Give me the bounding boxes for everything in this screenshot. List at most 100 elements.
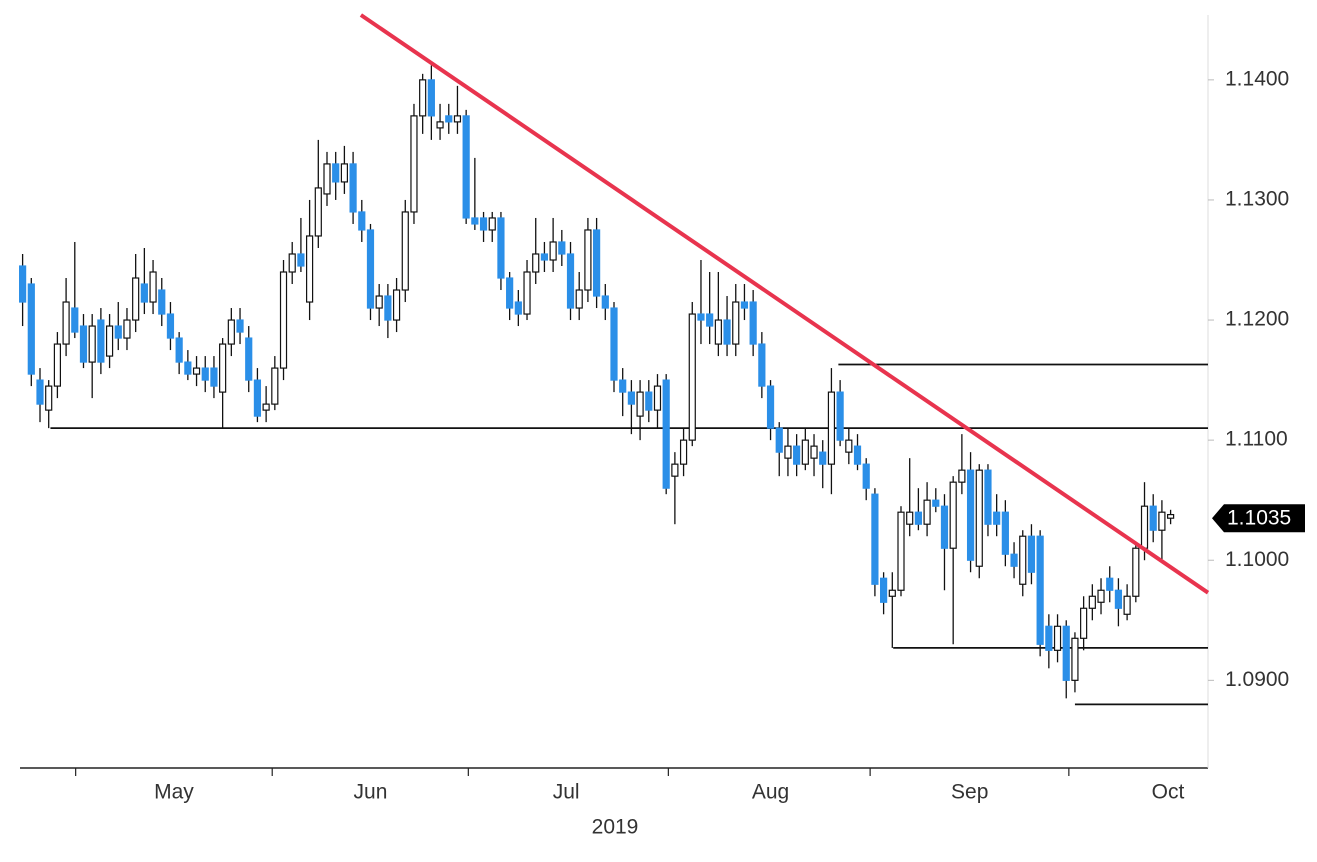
candle-body	[723, 319, 731, 345]
candle-body	[419, 79, 427, 117]
candle-body	[1019, 535, 1027, 585]
candle-body	[706, 313, 714, 327]
candle-body	[610, 307, 618, 381]
candle-body	[462, 115, 470, 219]
candle-body	[45, 385, 53, 411]
y-tick-label: 1.1100	[1225, 428, 1288, 451]
candle-body	[714, 319, 722, 345]
candle-body	[132, 277, 140, 321]
candle-body	[923, 499, 931, 525]
candle-body	[888, 589, 896, 597]
y-tick-label: 1.1400	[1225, 67, 1289, 90]
candle-body	[653, 385, 662, 411]
candle-body	[88, 325, 96, 363]
candle-body	[801, 439, 809, 465]
candle-body	[1149, 505, 1157, 531]
candle-body	[636, 391, 644, 417]
candle-body	[880, 577, 888, 603]
candle-body	[766, 385, 775, 429]
candle-body	[1123, 595, 1131, 615]
candle-body	[871, 493, 879, 585]
candle-body	[984, 469, 992, 525]
candle-body	[575, 289, 583, 309]
candle-body	[932, 499, 940, 507]
candle-body	[279, 271, 288, 369]
candle-body	[993, 511, 1001, 525]
candle-body	[514, 301, 522, 315]
candle-body	[1097, 589, 1105, 603]
candle-body	[105, 325, 114, 357]
candle-body	[158, 289, 166, 315]
x-tick-label: Jun	[354, 781, 388, 804]
candle-body	[201, 367, 209, 381]
candle-body	[1167, 513, 1175, 519]
candle-body	[1158, 511, 1166, 531]
candle-body	[297, 253, 305, 267]
candle-body	[584, 229, 592, 291]
candle-body	[593, 229, 601, 297]
candle-body	[732, 301, 740, 345]
candle-body	[236, 319, 244, 333]
candle-body	[358, 211, 366, 231]
candle-body	[219, 343, 227, 393]
last-price-label: 1.1035	[1227, 507, 1291, 530]
candle-body	[427, 79, 435, 117]
candle-body	[940, 505, 949, 549]
candle-body	[1027, 535, 1036, 573]
x-tick-label: Oct	[1152, 781, 1185, 804]
candle-body	[245, 337, 253, 381]
candle-body	[697, 313, 705, 321]
candle-body	[349, 163, 357, 213]
candle-body	[1114, 589, 1123, 609]
candle-body	[314, 187, 322, 237]
candle-body	[27, 283, 35, 375]
candle-body	[827, 391, 836, 465]
candle-body	[401, 211, 409, 291]
candle-body	[184, 361, 192, 375]
candle-body	[662, 379, 670, 489]
candle-body	[384, 295, 392, 321]
candle-body	[914, 511, 922, 525]
last-price-tag	[1212, 504, 1305, 533]
candle-body	[1071, 637, 1079, 681]
candle-body	[340, 163, 348, 183]
candle-body	[966, 469, 975, 561]
candle-body	[532, 253, 540, 273]
candle-body	[488, 217, 496, 231]
candle-body	[1036, 535, 1044, 645]
candle-body	[819, 451, 827, 465]
candle-body	[784, 445, 792, 459]
candle-body	[332, 163, 340, 183]
candle-body	[375, 295, 383, 309]
x-tick-label: Aug	[752, 781, 789, 804]
candle-body	[123, 319, 131, 339]
candle-body	[175, 337, 183, 363]
candle-body	[392, 289, 401, 321]
candle-body	[540, 253, 549, 261]
candle-body	[445, 115, 453, 123]
y-tick-label: 1.0900	[1225, 668, 1289, 691]
x-tick-label: May	[154, 781, 194, 804]
candle-body	[749, 301, 757, 345]
candle-body	[436, 121, 444, 129]
candle-body	[1106, 577, 1114, 591]
candle-body	[775, 427, 783, 453]
candle-body	[549, 241, 557, 261]
candle-body	[53, 343, 61, 387]
candle-body	[645, 391, 653, 411]
y-tick-label: 1.1000	[1225, 548, 1289, 571]
candle-body	[958, 469, 966, 483]
candle-body	[1132, 547, 1140, 597]
candle-body	[97, 319, 105, 363]
candle-body	[601, 295, 609, 309]
candle-body	[149, 271, 157, 303]
candle-body	[1088, 595, 1096, 609]
candle-body	[1045, 625, 1053, 651]
candle-body	[740, 301, 749, 309]
candle-body	[793, 445, 801, 465]
candle-body	[1053, 625, 1062, 651]
candle-body	[897, 511, 905, 591]
